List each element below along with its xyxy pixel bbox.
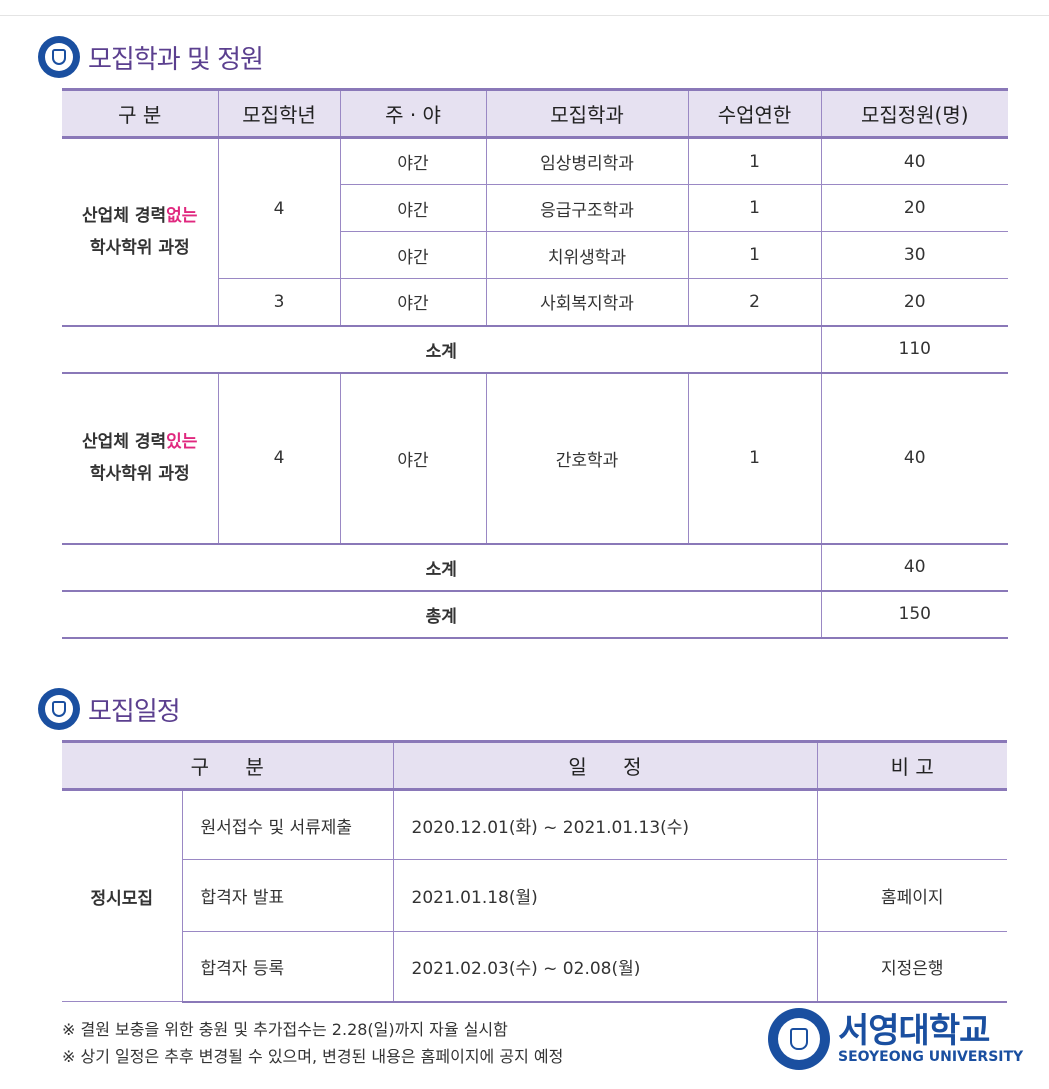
- header-cell: 구 분: [62, 740, 394, 791]
- group-label: 산업체 경력없는 학사학위 과정: [62, 137, 219, 326]
- dept-cell: 응급구조학과: [485, 184, 689, 232]
- section-title-text: 모집일정: [88, 696, 181, 727]
- subtotal-row: 소계 40: [62, 543, 1008, 591]
- header-cell: 주 · 야: [339, 88, 487, 139]
- footnote: ※ 결원 보충을 위한 충원 및 추가접수는 2.28(일)까지 자율 실시함: [62, 1020, 508, 1039]
- date-cell: 2021.01.18(월): [392, 859, 818, 932]
- schedule-table: 구 분 일 정 비 고 정시모집 원서접수 및 서류제출 2020.12.01(…: [62, 740, 1008, 1003]
- dept-cell: 임상병리학과: [485, 137, 689, 185]
- time-cell: 야간: [339, 137, 487, 185]
- time-cell: 야간: [340, 231, 487, 279]
- date-cell: 2020.12.01(화) ~ 2021.01.13(수): [392, 789, 818, 860]
- total-row: 총계 150: [62, 590, 1008, 639]
- section-title-text: 모집학과 및 정원: [88, 44, 264, 75]
- header-cell: 모집학년: [217, 88, 341, 139]
- note-cell: 홈페이지: [816, 859, 1008, 932]
- table-row: 산업체 경력있는 학사학위 과정 4 야간 간호학과 1 40: [62, 372, 1008, 544]
- section-title-schedule: 모집일정: [38, 688, 181, 730]
- header-cell: 구 분: [62, 88, 219, 139]
- table-header-row: 구 분 모집학년 주 · 야 모집학과 수업연한 모집정원(명): [62, 88, 1008, 139]
- grade-cell: 3: [218, 278, 341, 326]
- group-label: 산업체 경력있는 학사학위 과정: [62, 372, 219, 544]
- note-cell: 지정은행: [816, 931, 1008, 1003]
- footnotes: ※ 결원 보충을 위한 충원 및 추가접수는 2.28(일)까지 자율 실시함 …: [62, 1016, 563, 1070]
- years-cell: 1: [687, 231, 822, 279]
- brand-name-ko: 서영대학교: [838, 1011, 990, 1051]
- total-value: 150: [820, 590, 1008, 639]
- subtotal-row: 소계 110: [62, 325, 1008, 373]
- grade-cell: 4: [217, 372, 341, 544]
- section-title-quota: 모집학과 및 정원: [38, 36, 264, 78]
- subtotal-label: 소계: [62, 543, 822, 591]
- years-cell: 1: [687, 184, 822, 232]
- table-row: 3 야간 사회복지학과 2 20: [62, 278, 1008, 326]
- years-cell: 1: [687, 372, 822, 544]
- note-cell: [816, 789, 1008, 860]
- subtotal-label: 소계: [62, 325, 822, 373]
- table-row: 산업체 경력없는 학사학위 과정 4 야간 임상병리학과 1 40: [62, 137, 1008, 326]
- grade-cell: 4: [217, 137, 341, 279]
- quota-cell: 40: [820, 372, 1008, 544]
- dept-cell: 치위생학과: [485, 231, 689, 279]
- time-cell: 야간: [339, 372, 487, 544]
- years-cell: 1: [687, 137, 822, 185]
- university-emblem-icon: [38, 36, 80, 78]
- item-cell: 합격자 등록: [182, 931, 394, 1003]
- table-row: 합격자 발표 2021.01.18(월) 홈페이지: [62, 859, 1008, 932]
- header-cell: 일 정: [392, 740, 818, 791]
- brand-name-en: SEOYEONG UNIVERSITY: [838, 1049, 1024, 1065]
- table-row: 합격자 등록 2021.02.03(수) ~ 02.08(월) 지정은행: [62, 931, 1008, 1003]
- quota-cell: 20: [820, 278, 1008, 326]
- table-row: 정시모집 원서접수 및 서류제출 2020.12.01(화) ~ 2021.01…: [62, 789, 1008, 1002]
- header-cell: 수업연한: [687, 88, 822, 139]
- quota-cell: 20: [820, 184, 1008, 232]
- university-logo: 서영대학교 SEOYEONG UNIVERSITY: [768, 1008, 1023, 1070]
- years-cell: 2: [687, 278, 822, 326]
- header-cell: 비 고: [816, 740, 1008, 791]
- header-cell: 모집학과: [485, 88, 689, 139]
- subtotal-value: 110: [820, 325, 1008, 373]
- total-label: 총계: [62, 590, 822, 639]
- university-emblem-icon: [38, 688, 80, 730]
- item-cell: 원서접수 및 서류제출: [181, 789, 394, 860]
- footnote: ※ 상기 일정은 추후 변경될 수 있으며, 변경된 내용은 홈페이지에 공지 …: [62, 1047, 564, 1066]
- time-cell: 야간: [340, 184, 487, 232]
- quota-cell: 30: [820, 231, 1008, 279]
- time-cell: 야간: [339, 278, 487, 326]
- subtotal-value: 40: [820, 543, 1008, 591]
- item-cell: 합격자 발표: [182, 859, 394, 932]
- dept-cell: 사회복지학과: [485, 278, 689, 326]
- date-cell: 2021.02.03(수) ~ 02.08(월): [392, 931, 818, 1003]
- quota-cell: 40: [820, 137, 1008, 185]
- dept-cell: 간호학과: [485, 372, 689, 544]
- quota-table: 구 분 모집학년 주 · 야 모집학과 수업연한 모집정원(명) 산업체 경력없…: [62, 88, 1008, 639]
- header-cell: 모집정원(명): [820, 88, 1008, 139]
- table-header-row: 구 분 일 정 비 고: [62, 740, 1008, 791]
- top-divider: [0, 15, 1049, 16]
- university-seal-icon: [768, 1008, 830, 1070]
- category-cell: 정시모집: [62, 789, 183, 1002]
